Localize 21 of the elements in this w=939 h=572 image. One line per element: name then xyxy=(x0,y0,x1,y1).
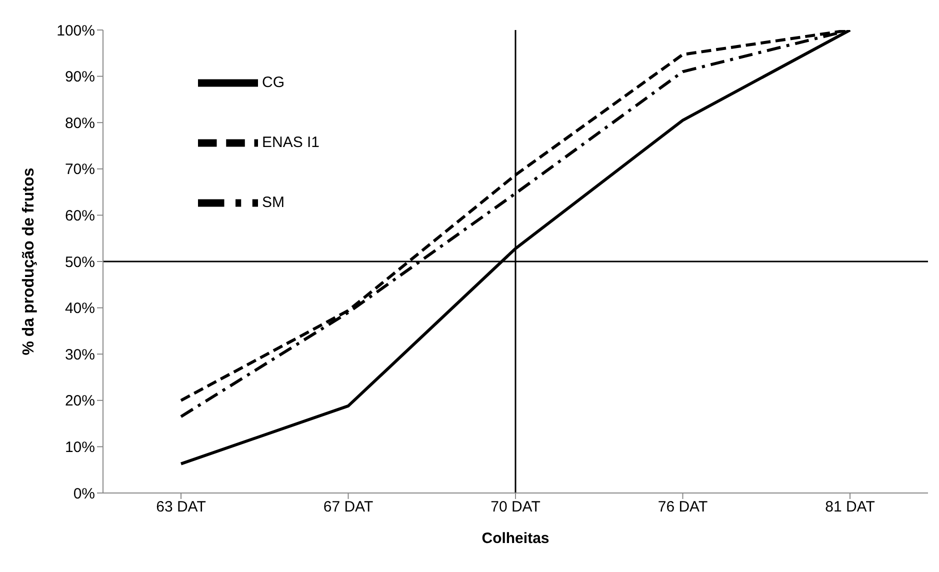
y-tick-label: 50% xyxy=(64,254,95,271)
y-tick-label: 60% xyxy=(64,208,95,225)
y-axis-title: % da produção de frutos xyxy=(20,168,38,356)
x-tick-label: 81 DAT xyxy=(825,498,875,516)
x-tick-label: 76 DAT xyxy=(658,498,708,516)
x-tick-label: 70 DAT xyxy=(490,498,540,516)
y-tick-label: 80% xyxy=(64,114,95,132)
x-axis-title: Colheitas xyxy=(482,530,550,547)
legend-label: ENAS I1 xyxy=(262,134,320,151)
legend-label: CG xyxy=(262,74,284,91)
legend-label: SM xyxy=(262,194,284,211)
y-tick-label: 30% xyxy=(64,346,95,364)
y-tick-label: 10% xyxy=(64,439,95,456)
y-tick-label: 0% xyxy=(73,485,95,502)
y-tick-label: 70% xyxy=(64,161,95,178)
y-tick-label: 100% xyxy=(56,22,95,40)
y-tick-label: 40% xyxy=(64,300,95,318)
x-tick-label: 63 DAT xyxy=(156,498,206,516)
y-tick-label: 90% xyxy=(64,68,95,86)
x-tick-label: 67 DAT xyxy=(323,498,374,516)
y-tick-label: 20% xyxy=(64,392,95,410)
